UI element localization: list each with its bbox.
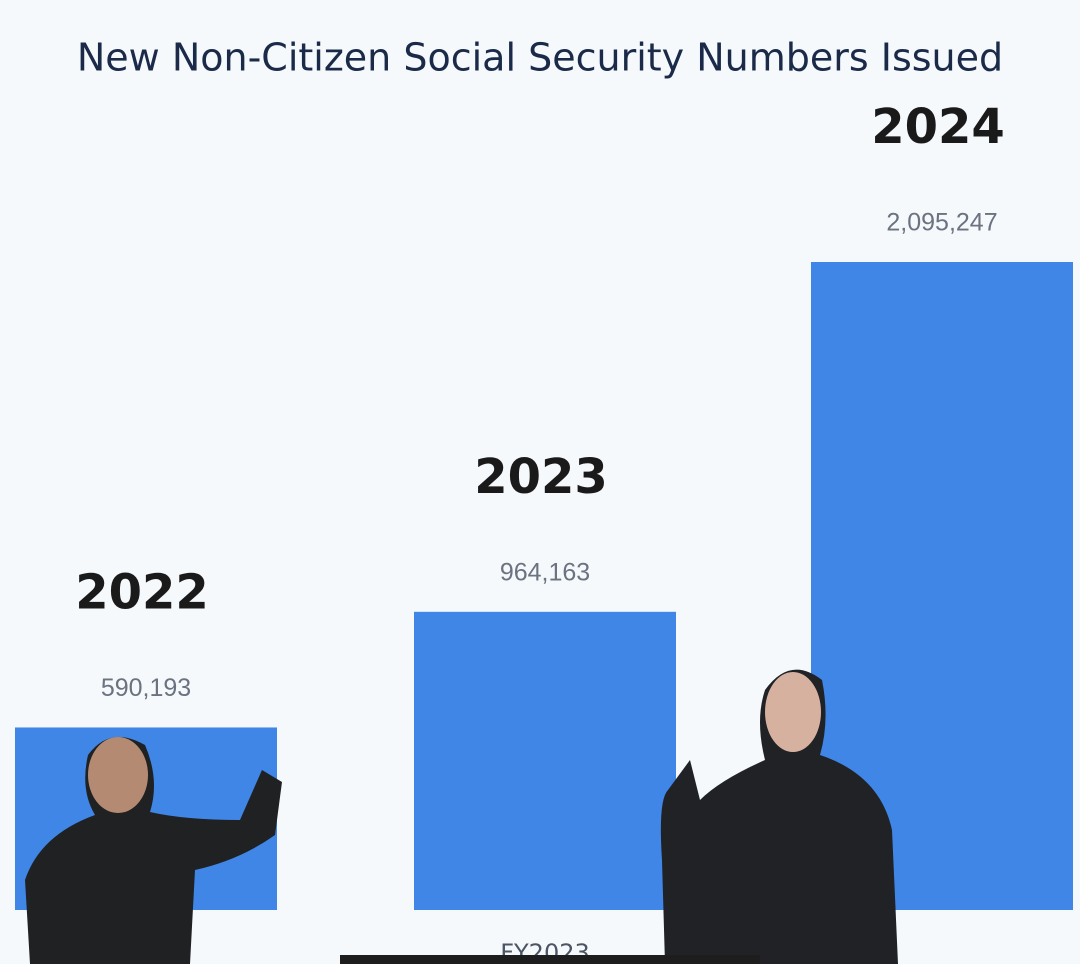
value-label: 964,163 bbox=[500, 558, 590, 586]
year-annotation: 2022 bbox=[75, 564, 209, 620]
presenter-left bbox=[25, 737, 282, 964]
stage-bar bbox=[340, 955, 760, 964]
presenter-right-face bbox=[765, 672, 821, 752]
year-annotation: 2023 bbox=[474, 449, 608, 505]
chart-title: New Non-Citizen Social Security Numbers … bbox=[77, 36, 1003, 80]
presenters bbox=[25, 669, 898, 964]
presenter-right bbox=[660, 669, 898, 964]
value-label: 590,193 bbox=[101, 674, 191, 702]
presenter-left-face bbox=[88, 737, 148, 813]
year-annotation: 2024 bbox=[871, 99, 1005, 155]
bar bbox=[414, 611, 676, 910]
value-label: 2,095,247 bbox=[886, 209, 997, 237]
